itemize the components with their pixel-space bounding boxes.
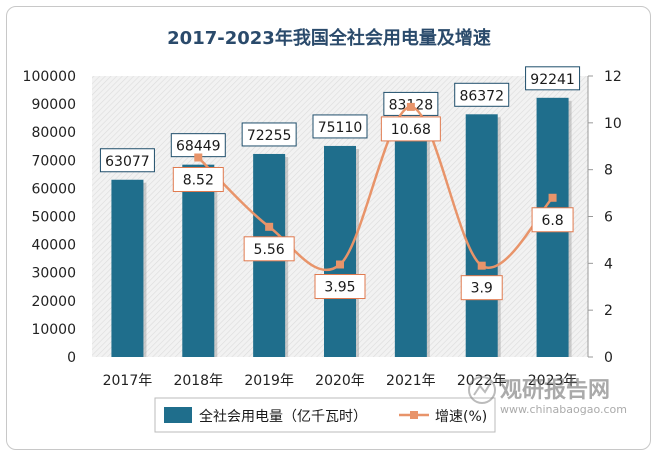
bar-value-label: 92241 — [530, 72, 575, 88]
bar-value-label: 63077 — [105, 154, 150, 170]
right-axis-tick-label: 6 — [604, 210, 613, 226]
growth-rate-value-label: 3.95 — [324, 280, 355, 296]
growth-rate-value-label: 6.8 — [541, 213, 563, 229]
growth-rate-marker — [194, 153, 203, 162]
right-axis-tick-label: 12 — [604, 69, 622, 85]
bar-value-box — [99, 148, 155, 173]
growth-rate-marker — [477, 261, 486, 270]
legend-box — [154, 397, 496, 433]
left-axis-tick-label: 80000 — [31, 125, 76, 141]
growth-rate-value-label: 5.56 — [254, 242, 285, 258]
x-axis-tick-label: 2021年 — [386, 373, 436, 389]
bar-value-label: 75110 — [318, 120, 363, 136]
bar-value-box — [312, 114, 368, 139]
left-axis-tick-label: 60000 — [31, 181, 76, 197]
bar — [465, 114, 498, 357]
left-axis-tick-label: 30000 — [31, 266, 76, 282]
legend: 全社会用电量（亿千瓦时） 增速(%) — [154, 397, 496, 433]
bar-value-label: 86372 — [459, 88, 504, 104]
growth-rate-marker — [336, 260, 344, 269]
growth-rate-value-box — [380, 116, 441, 142]
left-axis-tick-label: 10000 — [31, 322, 76, 338]
bar-value-box — [241, 122, 297, 147]
legend-bar-label: 全社会用电量（亿千瓦时） — [199, 408, 367, 425]
x-axis-tick-label: 2018年 — [173, 373, 223, 389]
watermark-main: 观研报告网 — [500, 378, 610, 403]
bar-value-label: 68449 — [176, 139, 221, 155]
bar-value-box — [454, 82, 510, 107]
x-axis-tick-label: 2023年 — [528, 373, 578, 389]
left-axis-tick-label: 40000 — [31, 238, 76, 254]
growth-rate-marker — [265, 222, 274, 231]
growth-rate-value-box — [531, 207, 574, 233]
growth-rate-marker — [548, 193, 557, 202]
growth-rate-value-label: 3.9 — [471, 281, 493, 297]
left-axis-tick-label: 20000 — [31, 294, 76, 310]
right-axis-tick-label: 2 — [604, 303, 613, 319]
growth-rate-value-label: 10.68 — [391, 122, 431, 138]
bar — [111, 179, 144, 357]
x-axis-tick-label: 2019年 — [244, 373, 294, 389]
watermark-logo-icon — [468, 376, 496, 404]
right-axis-tick-label: 4 — [604, 256, 613, 272]
plot-area: 0 10000 20000 30000 40000 50000 60000 70000 8000… — [23, 66, 622, 389]
bar-value-box — [525, 66, 581, 91]
right-axis-tick-label: 8 — [604, 163, 613, 179]
x-axis-tick-label: 2017年 — [103, 373, 153, 389]
growth-rate-value-box — [314, 274, 366, 300]
bar — [324, 145, 356, 357]
right-axis-tick-label: 0 — [604, 350, 613, 366]
growth-rate-marker — [406, 102, 415, 111]
legend-bar-swatch — [164, 407, 192, 423]
watermark: 观研报告网 www.chinabaogao.com — [468, 376, 627, 416]
chart-title: 2017-2023年我国全社会用电量及增速 — [167, 27, 491, 49]
bar — [182, 164, 215, 357]
left-axis-tick-label: 0 — [67, 350, 76, 366]
legend-line-label: 增速(%) — [435, 409, 487, 425]
right-axis-tick-label: 10 — [604, 116, 622, 132]
left-axis-tick-label: 50000 — [31, 210, 76, 226]
left-axis-tick-label: 90000 — [31, 97, 76, 113]
watermark-sub: www.chinabaogao.com — [500, 403, 627, 416]
growth-rate-value-label: 8.52 — [183, 172, 214, 188]
growth-rate-value-box — [172, 166, 224, 192]
legend-line-marker — [410, 411, 418, 419]
bar-value-label: 72255 — [247, 128, 292, 144]
x-axis-tick-label: 2020年 — [315, 373, 365, 389]
bar — [394, 123, 427, 358]
left-axis-tick-label: 70000 — [31, 153, 76, 169]
growth-rate-value-box — [243, 236, 295, 262]
growth-rate-value-box — [460, 275, 503, 301]
left-axis-tick-label: 100000 — [23, 69, 76, 85]
